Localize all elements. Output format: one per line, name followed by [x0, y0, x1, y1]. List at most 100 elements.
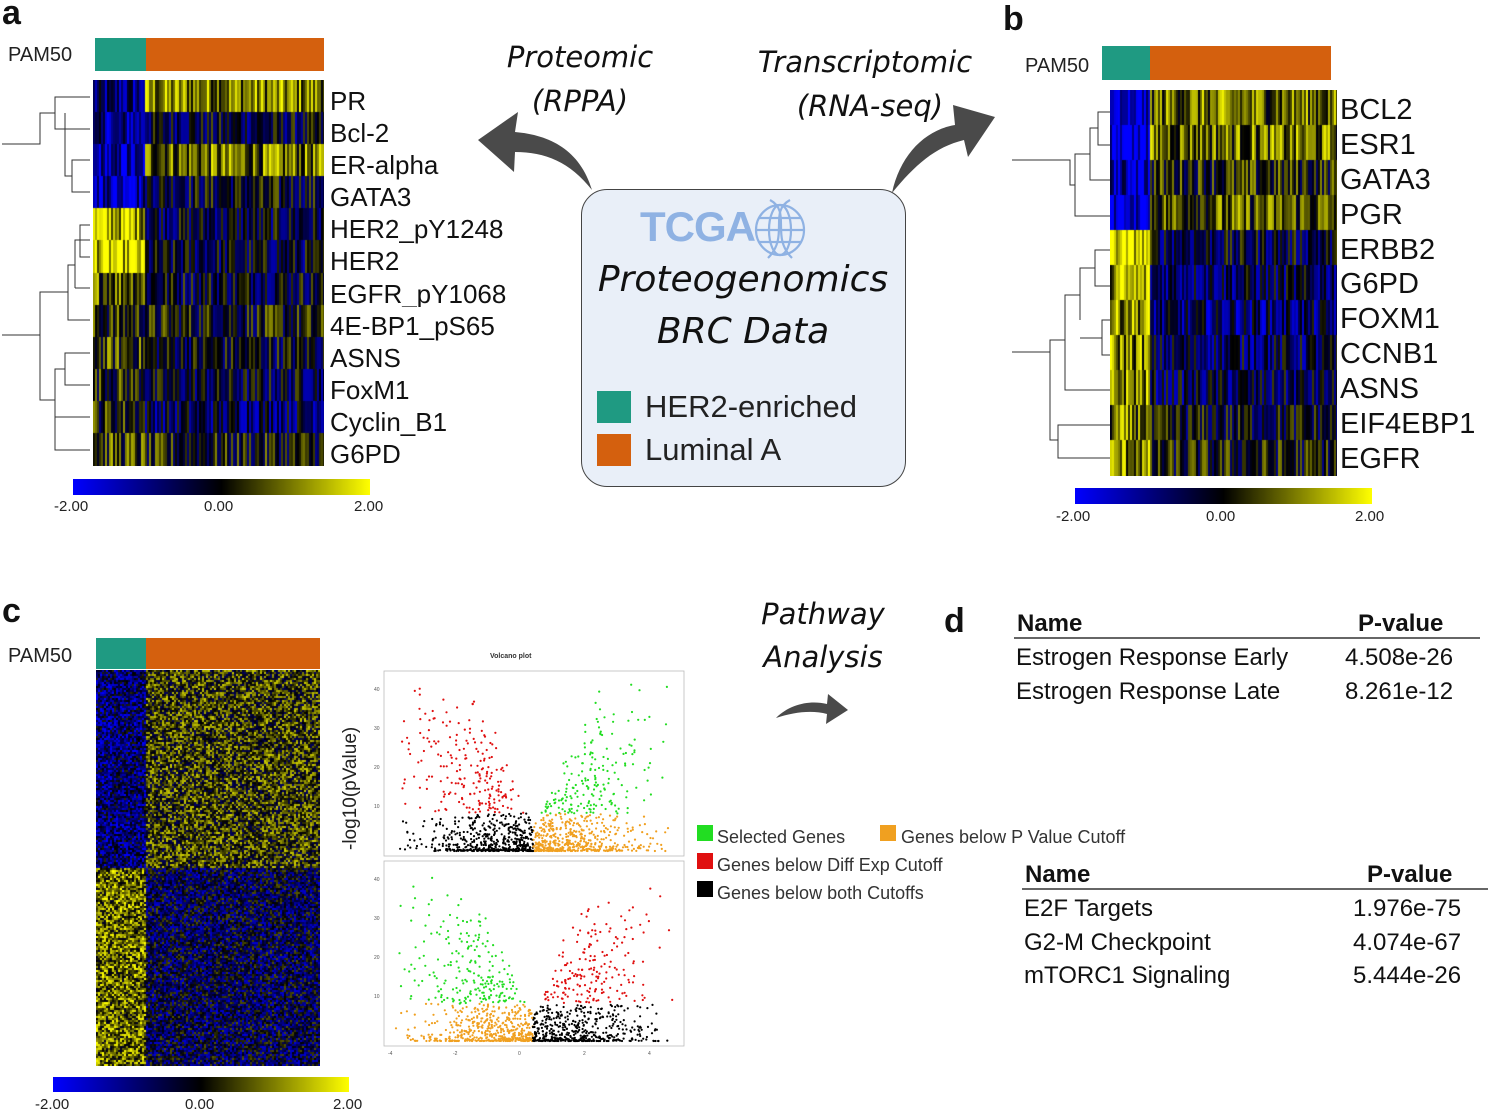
volcano-point [616, 1025, 619, 1028]
volcano-point [424, 712, 427, 715]
volcano-point [655, 830, 658, 833]
analysis-label: Analysis [763, 640, 883, 674]
volcano-point [445, 724, 448, 727]
volcano-point [660, 843, 663, 846]
volcano-point [476, 938, 480, 941]
volcano-point [460, 1019, 464, 1022]
volcano-point [462, 835, 465, 839]
volcano-point [552, 849, 555, 852]
volcano-point [487, 809, 490, 812]
volcano-point [444, 979, 447, 982]
volcano-point [570, 807, 573, 810]
volcano-point [470, 944, 473, 947]
volcano-point [496, 840, 500, 843]
volcano-point [561, 955, 564, 958]
volcano-point [503, 1033, 506, 1036]
volcano-point [466, 967, 469, 971]
volcano-point [481, 824, 484, 827]
volcano-point [605, 845, 608, 849]
volcano-point [566, 849, 569, 852]
volcano-point [603, 954, 606, 957]
volcano-point [520, 1033, 523, 1036]
volcano-point [499, 1031, 503, 1034]
volcano-point [507, 827, 510, 830]
volcano-point [633, 738, 636, 741]
volcano-point [576, 795, 579, 798]
volcano-point [550, 1037, 553, 1040]
volcano-point [535, 846, 538, 849]
gene-label-a: FoxM1 [330, 375, 410, 405]
volcano-point [541, 1030, 544, 1033]
volcano-point [443, 964, 446, 967]
volcano-point [450, 838, 454, 841]
gene-label-a: G6PD [330, 439, 401, 469]
volcano-point [581, 845, 584, 848]
volcano-point [493, 798, 496, 801]
volcano-point [543, 839, 547, 842]
volcano-point [504, 817, 507, 820]
volcano-point [487, 844, 491, 848]
volcano-point [432, 1013, 435, 1016]
volcano-point [515, 841, 518, 844]
volcano-point [639, 1026, 642, 1029]
volcano-point [413, 979, 416, 982]
volcano-point [508, 849, 511, 852]
volcano-point [452, 999, 455, 1002]
volcano-point [502, 842, 505, 845]
volcano-point [548, 824, 551, 827]
volcano-point [614, 833, 617, 836]
volcano-point [585, 785, 588, 788]
volcano-point [552, 996, 555, 999]
volcano-point [489, 807, 492, 810]
volcano-point [490, 775, 493, 778]
volcano-point [422, 825, 425, 828]
volcano-point [583, 819, 586, 822]
volcano-point [427, 775, 431, 778]
volcano-point [454, 833, 457, 836]
volcano-point [564, 799, 567, 802]
volcano-point [455, 950, 458, 953]
volcano-point [430, 846, 433, 849]
volcano-point [488, 756, 491, 759]
volcano-point [590, 763, 593, 766]
volcano-point [434, 742, 437, 745]
volcano-point [597, 1007, 600, 1010]
volcano-point [590, 935, 593, 938]
volcano-point [578, 984, 581, 987]
volcano-point [524, 1021, 527, 1024]
volcano-point [613, 1009, 616, 1012]
volcano-point [580, 779, 584, 782]
volcano-point [430, 898, 433, 901]
volcano-point [587, 931, 590, 934]
volcano-point [650, 1032, 654, 1035]
volcano-point [579, 929, 582, 932]
volcano-point [528, 827, 531, 830]
volcano-point [540, 829, 543, 832]
volcano-point [563, 1028, 566, 1032]
volcano-point [438, 933, 441, 936]
volcano-point [519, 812, 523, 815]
volcano-point [403, 968, 406, 971]
volcano-point [588, 990, 591, 994]
volcano-point [589, 811, 592, 814]
volcano-point [603, 831, 606, 834]
volcano-point [597, 905, 600, 908]
volcano-point [606, 769, 609, 773]
volcano-point [628, 743, 631, 746]
volcano-point [485, 748, 488, 752]
volcano-point [475, 844, 479, 847]
volcano-point [588, 814, 592, 817]
volcano-point [504, 815, 508, 818]
volcano-point [401, 787, 404, 790]
volcano-point [493, 813, 496, 816]
volcano-point [435, 824, 438, 827]
volcano-point [602, 849, 606, 852]
volcano-point [592, 794, 595, 797]
volcano-point [573, 1030, 576, 1033]
volcano-point [445, 765, 448, 768]
volcano-point [461, 919, 465, 923]
volcano-point [552, 834, 555, 837]
volcano-point [580, 1010, 583, 1013]
volcano-point [580, 849, 583, 852]
volcano-point [589, 819, 592, 822]
